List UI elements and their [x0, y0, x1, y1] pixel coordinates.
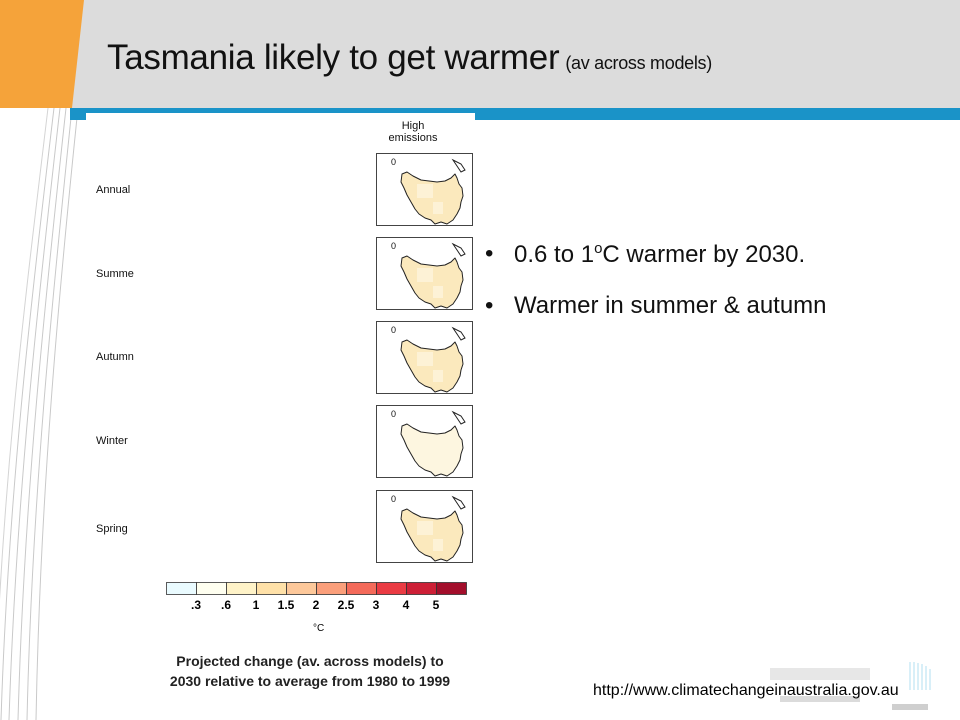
tasmania-coastline: [400, 255, 464, 309]
map-cell-lighter: [417, 521, 433, 535]
tasmania-coastline: [400, 423, 464, 477]
caption-line-1: Projected change (av. across models) to: [176, 653, 444, 669]
decorative-curved-lines: [0, 107, 79, 720]
map-autumn: 0: [376, 321, 473, 394]
map-cell-lighter: [433, 539, 443, 551]
title-subtitle: (av across models): [565, 53, 712, 73]
map-winter: 0: [376, 405, 473, 478]
season-label-annual: Annual: [96, 184, 131, 196]
source-url-link[interactable]: http://www.climatechangeinaustralia.gov.…: [593, 682, 899, 699]
colorbar-tick-label: 2: [312, 598, 320, 612]
map-annual: 0: [376, 153, 473, 226]
tasmania-map-summer: 0: [391, 241, 466, 309]
bullet-1-superscript: o: [594, 240, 603, 257]
colorbar-segment: [196, 582, 227, 595]
island-outline: [451, 242, 466, 257]
colorbar-segment: [316, 582, 347, 595]
season-label-spring: Spring: [96, 523, 128, 535]
colorbar-tick-label: 1.5: [277, 598, 295, 612]
island-outline: [451, 158, 466, 173]
tasmania-coastline: [400, 339, 464, 393]
season-label-autumn: Autumn: [96, 351, 134, 363]
map-spring: 0: [376, 490, 473, 563]
colorbar-tick-label: 5: [432, 598, 440, 612]
colorbar-tick-label: .3: [190, 598, 202, 612]
map-cell-lighter: [433, 286, 443, 298]
map-summer: 0: [376, 237, 473, 310]
map-panel-label: 0: [391, 241, 396, 251]
map-panel-label: 0: [391, 409, 396, 419]
title-text: Tasmania likely to get warmer: [107, 38, 560, 77]
colorbar: [166, 582, 467, 595]
colorbar-unit: °C: [313, 623, 325, 634]
colorbar-segment: [166, 582, 197, 595]
orange-accent-block: [0, 0, 84, 108]
season-label-winter: Winter: [96, 435, 128, 447]
colorbar-segment: [376, 582, 407, 595]
colorbar-segment: [256, 582, 287, 595]
tasmania-map-spring: 0: [391, 494, 466, 562]
map-panel-label: 0: [391, 325, 396, 335]
colorbar-segment: [436, 582, 467, 595]
bullet-2-text: Warmer in summer & autumn: [514, 292, 827, 319]
figure-caption: Projected change (av. across models) to …: [100, 651, 520, 691]
tasmania-land: [401, 424, 463, 476]
tasmania-map-winter: 0: [391, 409, 466, 477]
tasmania-map-annual: 0: [391, 157, 466, 225]
map-panel-label: 0: [391, 494, 396, 504]
caption-line-2: 2030 relative to average from 1980 to 19…: [169, 673, 451, 689]
season-label-summer: Summe: [96, 268, 134, 280]
bullet-1-text-a: 0.6 to 1: [514, 241, 595, 268]
map-cell-lighter: [433, 370, 443, 382]
map-cell-lighter: [417, 268, 433, 282]
map-cell-lighter: [417, 184, 433, 198]
map-cell-lighter: [417, 352, 433, 366]
bullet-1-text-b: C warmer by 2030.: [602, 241, 806, 268]
bullet-item-1: • 0.6 to 1oC warmer by 2030.: [485, 240, 827, 270]
colorbar-tick-label: 4: [402, 598, 410, 612]
colorbar-tick-label: 3: [372, 598, 380, 612]
slide-title: Tasmania likely to get warmer (av across …: [107, 38, 712, 78]
map-panel-label: 0: [391, 157, 396, 167]
colorbar-tick-label: .6: [220, 598, 232, 612]
colorbar-segment: [286, 582, 317, 595]
bullet-dot: •: [485, 240, 494, 267]
header-band: [0, 0, 960, 108]
bullet-item-2: • Warmer in summer & autumn: [485, 292, 827, 322]
colorbar-segment: [346, 582, 377, 595]
island-outline: [451, 495, 466, 510]
tasmania-coastline: [400, 171, 464, 225]
colorbar-tick-label: 2.5: [337, 598, 355, 612]
bullet-dot: •: [485, 292, 494, 319]
colorbar-segment: [406, 582, 437, 595]
island-outline: [451, 410, 466, 425]
bullet-list: • 0.6 to 1oC warmer by 2030. • Warmer in s…: [485, 240, 827, 344]
emissions-column-header: High emissions: [388, 120, 438, 144]
map-cell-lighter: [433, 202, 443, 214]
faded-logo-watermark: [770, 662, 931, 710]
colorbar-tick-label: 1: [252, 598, 260, 612]
tasmania-map-autumn: 0: [391, 325, 466, 393]
tasmania-coastline: [400, 508, 464, 562]
colorbar-segment: [226, 582, 257, 595]
island-outline: [451, 326, 466, 341]
